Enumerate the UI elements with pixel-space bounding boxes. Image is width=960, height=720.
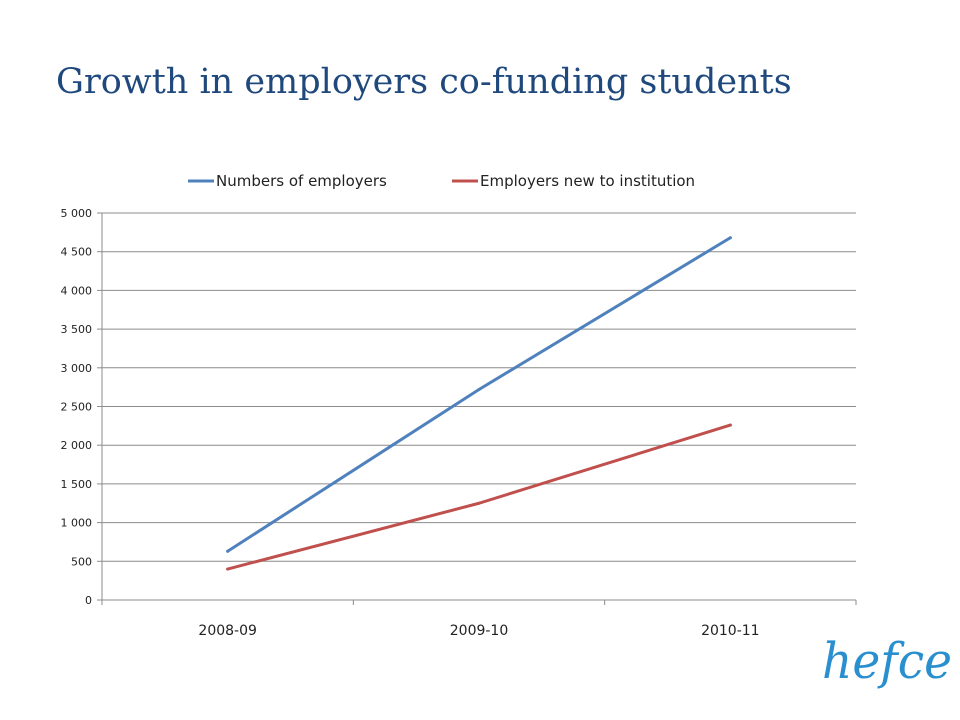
series-line-2: [226, 423, 732, 571]
x-axis-tick-labels: 2008-09 2009-10 2010-11: [198, 623, 759, 639]
data-point: [477, 501, 481, 505]
legend: Numbers of employers Employers new to ins…: [188, 172, 695, 190]
logo-wordmark: hefce: [822, 632, 952, 690]
y-tick-label: 2 000: [61, 439, 93, 452]
y-axis-tick-labels: 0 500 1 000 1 500 2 000 2 500 3 000 3 500 4 000 4…: [61, 207, 93, 607]
y-tick-label: 500: [71, 555, 92, 568]
y-tick-label: 3 500: [61, 323, 93, 336]
y-tick-label: 1 000: [61, 517, 93, 530]
data-point: [226, 567, 230, 571]
hefce-logo: hefce: [822, 632, 952, 690]
y-tick-label: 3 000: [61, 362, 93, 375]
x-tick-label: 2009-10: [450, 623, 509, 639]
y-tick-label: 5 000: [61, 207, 93, 220]
slide-title: Growth in employers co-funding students: [56, 62, 792, 102]
grid-lines: [102, 212, 856, 562]
y-tick-label: 1 500: [61, 478, 93, 491]
data-point: [226, 549, 230, 553]
series-lines: [226, 236, 732, 571]
data-point: [728, 236, 732, 240]
legend-label-1: Numbers of employers: [216, 172, 387, 190]
y-tick-label: 4 000: [61, 284, 93, 297]
x-tick-label: 2010-11: [701, 623, 760, 639]
y-tick-label: 4 500: [61, 246, 93, 259]
data-point: [728, 423, 732, 427]
y-tick-label: 2 500: [61, 401, 93, 414]
x-tick-label: 2008-09: [198, 623, 257, 639]
axes: [97, 212, 857, 605]
y-tick-label: 0: [85, 594, 92, 607]
data-point: [477, 387, 481, 391]
legend-label-2: Employers new to institution: [480, 172, 695, 190]
